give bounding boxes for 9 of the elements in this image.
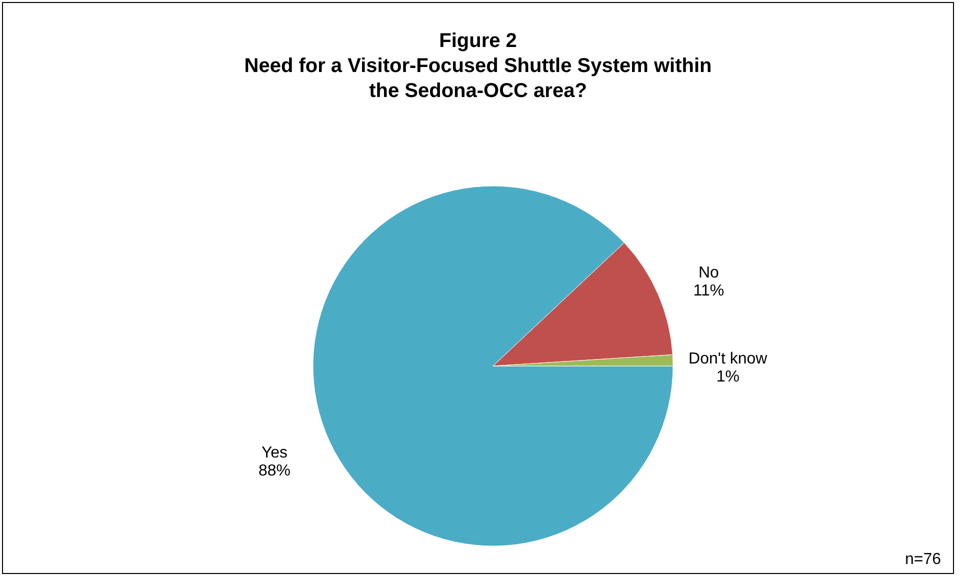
data-label: 1% — [716, 368, 740, 386]
pie-slice — [313, 186, 674, 546]
text: n=76 — [904, 551, 942, 568]
slice-label: Yes — [261, 444, 288, 462]
data-label: 88% — [258, 462, 291, 480]
slice-label: No — [698, 264, 719, 282]
chart-title: Figure 2 Need for a Visitor-Focused Shuttle System within the Sedona-OCC area? — [244, 30, 712, 102]
slice-label: Don't know — [688, 350, 768, 368]
data-label: 11% — [693, 282, 724, 300]
